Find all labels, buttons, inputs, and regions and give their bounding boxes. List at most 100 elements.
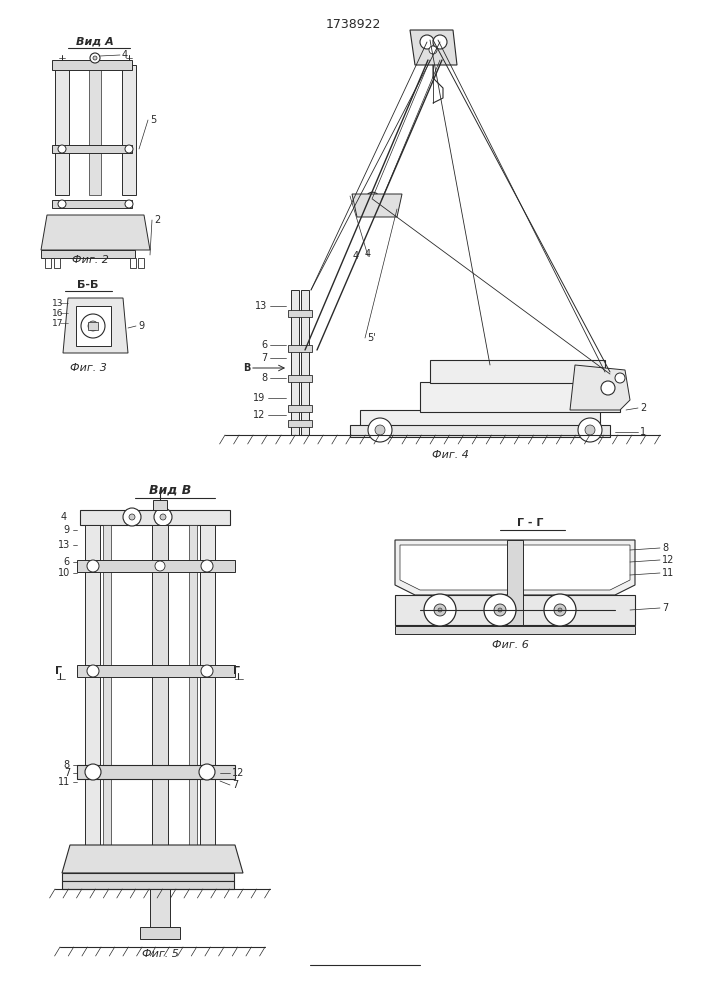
Circle shape bbox=[199, 764, 215, 780]
Circle shape bbox=[58, 145, 66, 153]
Bar bbox=[288, 345, 312, 352]
Text: 5: 5 bbox=[150, 115, 156, 125]
Circle shape bbox=[420, 35, 434, 49]
Circle shape bbox=[88, 321, 98, 331]
Polygon shape bbox=[410, 30, 457, 65]
Polygon shape bbox=[41, 215, 150, 250]
Text: 8: 8 bbox=[64, 760, 70, 770]
Circle shape bbox=[494, 604, 506, 616]
Text: 7: 7 bbox=[232, 780, 238, 790]
Bar bbox=[103, 525, 111, 845]
Circle shape bbox=[201, 560, 213, 572]
Circle shape bbox=[585, 425, 595, 435]
Bar bbox=[189, 525, 197, 845]
Circle shape bbox=[154, 508, 172, 526]
Bar bbox=[85, 525, 100, 845]
Text: 7: 7 bbox=[261, 353, 267, 363]
Bar bbox=[150, 889, 170, 934]
Text: 12: 12 bbox=[232, 768, 245, 778]
Bar bbox=[76, 306, 111, 346]
Bar bbox=[45, 258, 51, 268]
Text: 12: 12 bbox=[252, 410, 265, 420]
Text: Г: Г bbox=[233, 666, 240, 676]
Text: 5': 5' bbox=[367, 333, 375, 343]
Bar bbox=[153, 500, 167, 510]
Bar bbox=[41, 250, 135, 258]
Circle shape bbox=[90, 53, 100, 63]
Text: 16: 16 bbox=[52, 308, 64, 318]
Bar bbox=[507, 540, 523, 625]
Bar bbox=[395, 626, 635, 634]
Polygon shape bbox=[62, 845, 243, 873]
Text: 4: 4 bbox=[61, 512, 67, 522]
Text: Г: Г bbox=[55, 666, 62, 676]
Circle shape bbox=[368, 418, 392, 442]
Circle shape bbox=[438, 608, 442, 612]
Circle shape bbox=[558, 608, 562, 612]
Bar bbox=[288, 405, 312, 412]
Circle shape bbox=[81, 314, 105, 338]
Bar bbox=[77, 765, 235, 779]
Bar bbox=[350, 425, 610, 437]
Circle shape bbox=[578, 418, 602, 442]
Text: 7: 7 bbox=[64, 768, 70, 778]
Bar bbox=[77, 560, 235, 572]
Bar bbox=[420, 382, 620, 412]
Bar bbox=[52, 60, 132, 70]
Circle shape bbox=[615, 373, 625, 383]
Polygon shape bbox=[352, 194, 402, 217]
Bar bbox=[55, 65, 69, 195]
Bar bbox=[200, 525, 215, 845]
Text: Фиг. 6: Фиг. 6 bbox=[491, 640, 528, 650]
Bar bbox=[89, 65, 101, 195]
Circle shape bbox=[87, 665, 99, 677]
Text: 17: 17 bbox=[52, 318, 64, 328]
Text: 1738922: 1738922 bbox=[325, 18, 380, 31]
Text: Фиг. 2: Фиг. 2 bbox=[71, 255, 108, 265]
Text: 10: 10 bbox=[58, 568, 70, 578]
Text: 19: 19 bbox=[252, 393, 265, 403]
Bar bbox=[395, 595, 635, 625]
Bar bbox=[140, 927, 180, 939]
Bar bbox=[288, 375, 312, 382]
Circle shape bbox=[366, 192, 380, 206]
Bar bbox=[80, 510, 230, 525]
Bar bbox=[54, 258, 60, 268]
Text: 6: 6 bbox=[261, 340, 267, 350]
Circle shape bbox=[433, 35, 447, 49]
Bar bbox=[152, 525, 168, 865]
Bar bbox=[291, 290, 299, 435]
Circle shape bbox=[201, 665, 213, 677]
Bar bbox=[52, 145, 132, 153]
Bar bbox=[77, 665, 235, 677]
Circle shape bbox=[85, 764, 101, 780]
Text: Фиг. 4: Фиг. 4 bbox=[431, 450, 469, 460]
Text: 13: 13 bbox=[255, 301, 267, 311]
Bar bbox=[301, 290, 309, 435]
Text: 9: 9 bbox=[138, 321, 144, 331]
Text: 7: 7 bbox=[662, 603, 668, 613]
Circle shape bbox=[155, 561, 165, 571]
Bar bbox=[52, 200, 132, 208]
Circle shape bbox=[93, 56, 97, 60]
Text: 13: 13 bbox=[52, 298, 64, 308]
Text: 13: 13 bbox=[58, 540, 70, 550]
Text: 12: 12 bbox=[662, 555, 674, 565]
Bar bbox=[62, 881, 234, 889]
Text: 1: 1 bbox=[640, 427, 646, 437]
Circle shape bbox=[424, 594, 456, 626]
Text: 2: 2 bbox=[154, 215, 160, 225]
Circle shape bbox=[484, 594, 516, 626]
Text: 4: 4 bbox=[353, 251, 359, 261]
Bar bbox=[130, 258, 136, 268]
Bar bbox=[430, 360, 605, 383]
Circle shape bbox=[554, 604, 566, 616]
Text: 9: 9 bbox=[64, 525, 70, 535]
Text: 11: 11 bbox=[58, 777, 70, 787]
Text: 8: 8 bbox=[662, 543, 668, 553]
Polygon shape bbox=[63, 298, 128, 353]
Text: 11: 11 bbox=[662, 568, 674, 578]
Circle shape bbox=[498, 608, 502, 612]
Circle shape bbox=[125, 145, 133, 153]
Circle shape bbox=[129, 514, 135, 520]
